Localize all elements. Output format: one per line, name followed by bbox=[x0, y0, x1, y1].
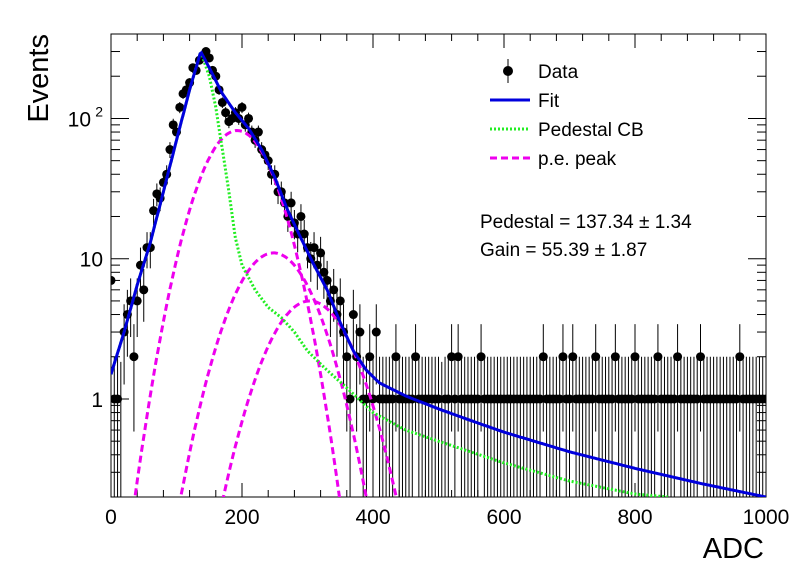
plot-area bbox=[111, 47, 766, 497]
data-point bbox=[335, 296, 345, 306]
data-point bbox=[299, 229, 309, 239]
data-point bbox=[476, 352, 486, 362]
data-point bbox=[296, 211, 306, 221]
legend-label: Data bbox=[538, 62, 579, 83]
data-point bbox=[129, 352, 139, 362]
data-point bbox=[568, 352, 578, 362]
legend-label: Fit bbox=[538, 91, 560, 112]
data-point bbox=[319, 267, 329, 277]
fit-result-annotation: Pedestal = 137.34 ± 1.34 bbox=[480, 212, 692, 233]
data-point bbox=[388, 394, 398, 404]
fit-result-annotation: Gain = 55.39 ± 1.87 bbox=[480, 240, 647, 261]
fit-curve bbox=[111, 50, 766, 497]
data-point bbox=[342, 352, 352, 362]
data-point bbox=[558, 352, 568, 362]
data-point bbox=[217, 97, 227, 107]
data-point bbox=[365, 352, 375, 362]
data-point bbox=[253, 127, 263, 137]
data-point bbox=[316, 248, 326, 258]
data-point bbox=[411, 352, 421, 362]
data-point bbox=[735, 352, 745, 362]
data-point bbox=[348, 310, 358, 320]
data-point bbox=[535, 394, 545, 404]
y-tick-label: 10 bbox=[80, 249, 103, 272]
legend-label: Pedestal CB bbox=[538, 120, 644, 141]
data-point bbox=[221, 108, 231, 118]
data-point bbox=[447, 352, 457, 362]
data-point bbox=[329, 285, 339, 295]
x-tick-label: 400 bbox=[355, 506, 390, 529]
data-point bbox=[669, 394, 679, 404]
y-tick-label: 10 bbox=[68, 108, 91, 131]
data-point bbox=[607, 394, 617, 404]
data-point bbox=[111, 275, 116, 285]
data-point bbox=[286, 198, 296, 208]
x-tick-label: 200 bbox=[224, 506, 259, 529]
pe-peak-curve bbox=[179, 251, 368, 497]
data-point bbox=[149, 206, 159, 216]
data-point bbox=[555, 394, 565, 404]
data-point bbox=[175, 102, 185, 112]
data-point bbox=[761, 394, 766, 404]
data-point bbox=[450, 394, 460, 404]
pe-peak-curve bbox=[133, 128, 341, 497]
legend-label: p.e. peak bbox=[538, 149, 617, 170]
data-point bbox=[696, 352, 705, 362]
data-point bbox=[244, 113, 254, 123]
data-point bbox=[650, 394, 660, 404]
data-point bbox=[355, 327, 365, 337]
data-point bbox=[113, 394, 123, 404]
data-point bbox=[692, 394, 702, 404]
data-point bbox=[168, 120, 178, 130]
data-point bbox=[653, 352, 663, 362]
data-point bbox=[309, 243, 319, 253]
data-point bbox=[391, 352, 401, 362]
data-point bbox=[473, 394, 483, 404]
x-tick-label: 1000 bbox=[743, 506, 790, 529]
data-point bbox=[538, 352, 548, 362]
y-tick-label: 1 bbox=[91, 389, 103, 412]
data-point bbox=[443, 394, 453, 404]
data-point bbox=[204, 53, 214, 63]
x-axis-title: ADC bbox=[703, 533, 764, 565]
x-tick-label: 0 bbox=[105, 506, 117, 529]
x-tick-label: 600 bbox=[486, 506, 521, 529]
data-point bbox=[434, 394, 443, 404]
data-point bbox=[453, 352, 463, 362]
data-point bbox=[371, 327, 381, 337]
data-point bbox=[732, 394, 742, 404]
data-point bbox=[627, 394, 637, 404]
y-axis-title: Events bbox=[23, 34, 55, 123]
data-point bbox=[610, 352, 620, 362]
data-point bbox=[587, 394, 597, 404]
data-point bbox=[345, 394, 355, 404]
legend-marker-data bbox=[503, 66, 513, 76]
data-point bbox=[139, 285, 149, 295]
data-point bbox=[630, 352, 640, 362]
data-point bbox=[237, 102, 247, 112]
x-tick-label: 800 bbox=[617, 506, 652, 529]
y-tick-exponent: 2 bbox=[95, 103, 103, 119]
data-point bbox=[565, 394, 574, 404]
data-point bbox=[673, 352, 683, 362]
data-point bbox=[591, 352, 601, 362]
